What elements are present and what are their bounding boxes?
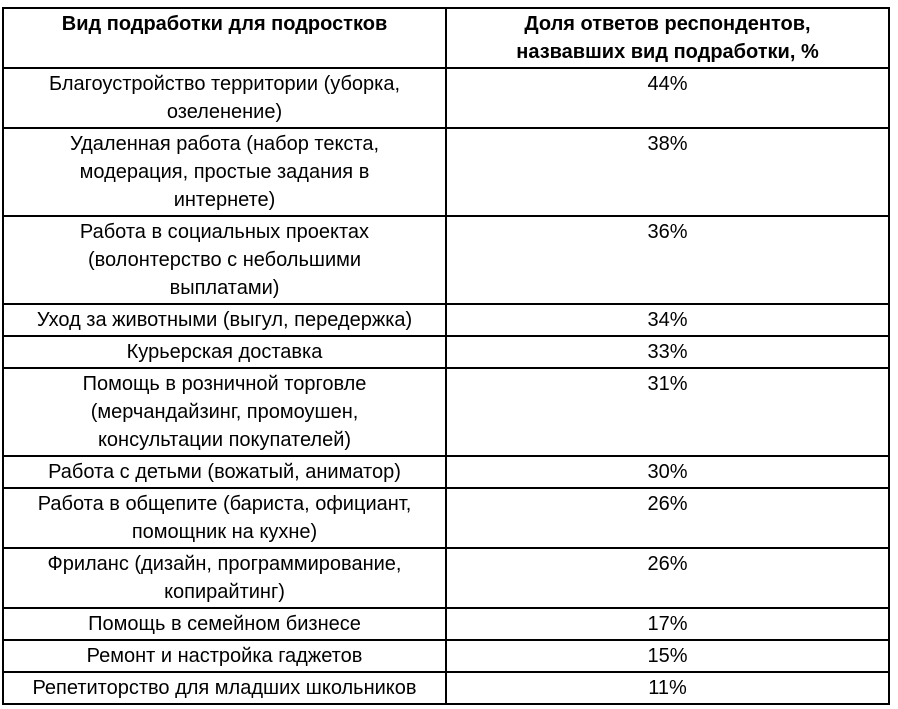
share-cell: 31%: [445, 367, 890, 457]
share-cell: 17%: [445, 607, 890, 641]
share-cell: 38%: [445, 127, 890, 217]
job-type-cell: Репетиторство для младших школьников: [2, 671, 447, 705]
table-row: Помощь в розничной торговле (мерчандайзи…: [2, 367, 890, 457]
share-cell: 26%: [445, 547, 890, 609]
table-row: Работа в общепите (бариста, официант, по…: [2, 487, 890, 549]
table-row: Репетиторство для младших школьников 11%: [2, 671, 890, 705]
column-header-share: Доля ответов респондентов, назвавших вид…: [445, 7, 890, 69]
table-row: Ремонт и настройка гаджетов 15%: [2, 639, 890, 673]
job-type-cell: Ремонт и настройка гаджетов: [2, 639, 447, 673]
job-type-cell: Уход за животными (выгул, передержка): [2, 303, 447, 337]
job-type-cell: Работа с детьми (вожатый, аниматор): [2, 455, 447, 489]
table-row: Удаленная работа (набор текста, модераци…: [2, 127, 890, 217]
job-type-cell: Помощь в розничной торговле (мерчандайзи…: [2, 367, 447, 457]
job-type-cell: Курьерская доставка: [2, 335, 447, 369]
share-cell: 15%: [445, 639, 890, 673]
job-type-cell: Благоустройство территории (уборка, озел…: [2, 67, 447, 129]
column-header-job-type: Вид подработки для подростков: [2, 7, 447, 69]
table-row: Работа в социальных проектах (волонтерст…: [2, 215, 890, 305]
table-row: Помощь в семейном бизнесе 17%: [2, 607, 890, 641]
job-type-cell: Работа в общепите (бариста, официант, по…: [2, 487, 447, 549]
table-row: Уход за животными (выгул, передержка) 34…: [2, 303, 890, 337]
share-cell: 11%: [445, 671, 890, 705]
job-type-cell: Удаленная работа (набор текста, модераци…: [2, 127, 447, 217]
job-type-cell: Работа в социальных проектах (волонтерст…: [2, 215, 447, 305]
share-cell: 36%: [445, 215, 890, 305]
header-row: Вид подработки для подростков Доля ответ…: [2, 7, 890, 69]
table-row: Работа с детьми (вожатый, аниматор) 30%: [2, 455, 890, 489]
share-cell: 44%: [445, 67, 890, 129]
table-row: Благоустройство территории (уборка, озел…: [2, 67, 890, 129]
job-type-cell: Фриланс (дизайн, программирование, копир…: [2, 547, 447, 609]
table-row: Фриланс (дизайн, программирование, копир…: [2, 547, 890, 609]
share-cell: 33%: [445, 335, 890, 369]
part-time-jobs-table: Вид подработки для подростков Доля ответ…: [2, 7, 890, 705]
share-cell: 26%: [445, 487, 890, 549]
job-type-cell: Помощь в семейном бизнесе: [2, 607, 447, 641]
table-row: Курьерская доставка 33%: [2, 335, 890, 369]
share-cell: 34%: [445, 303, 890, 337]
share-cell: 30%: [445, 455, 890, 489]
